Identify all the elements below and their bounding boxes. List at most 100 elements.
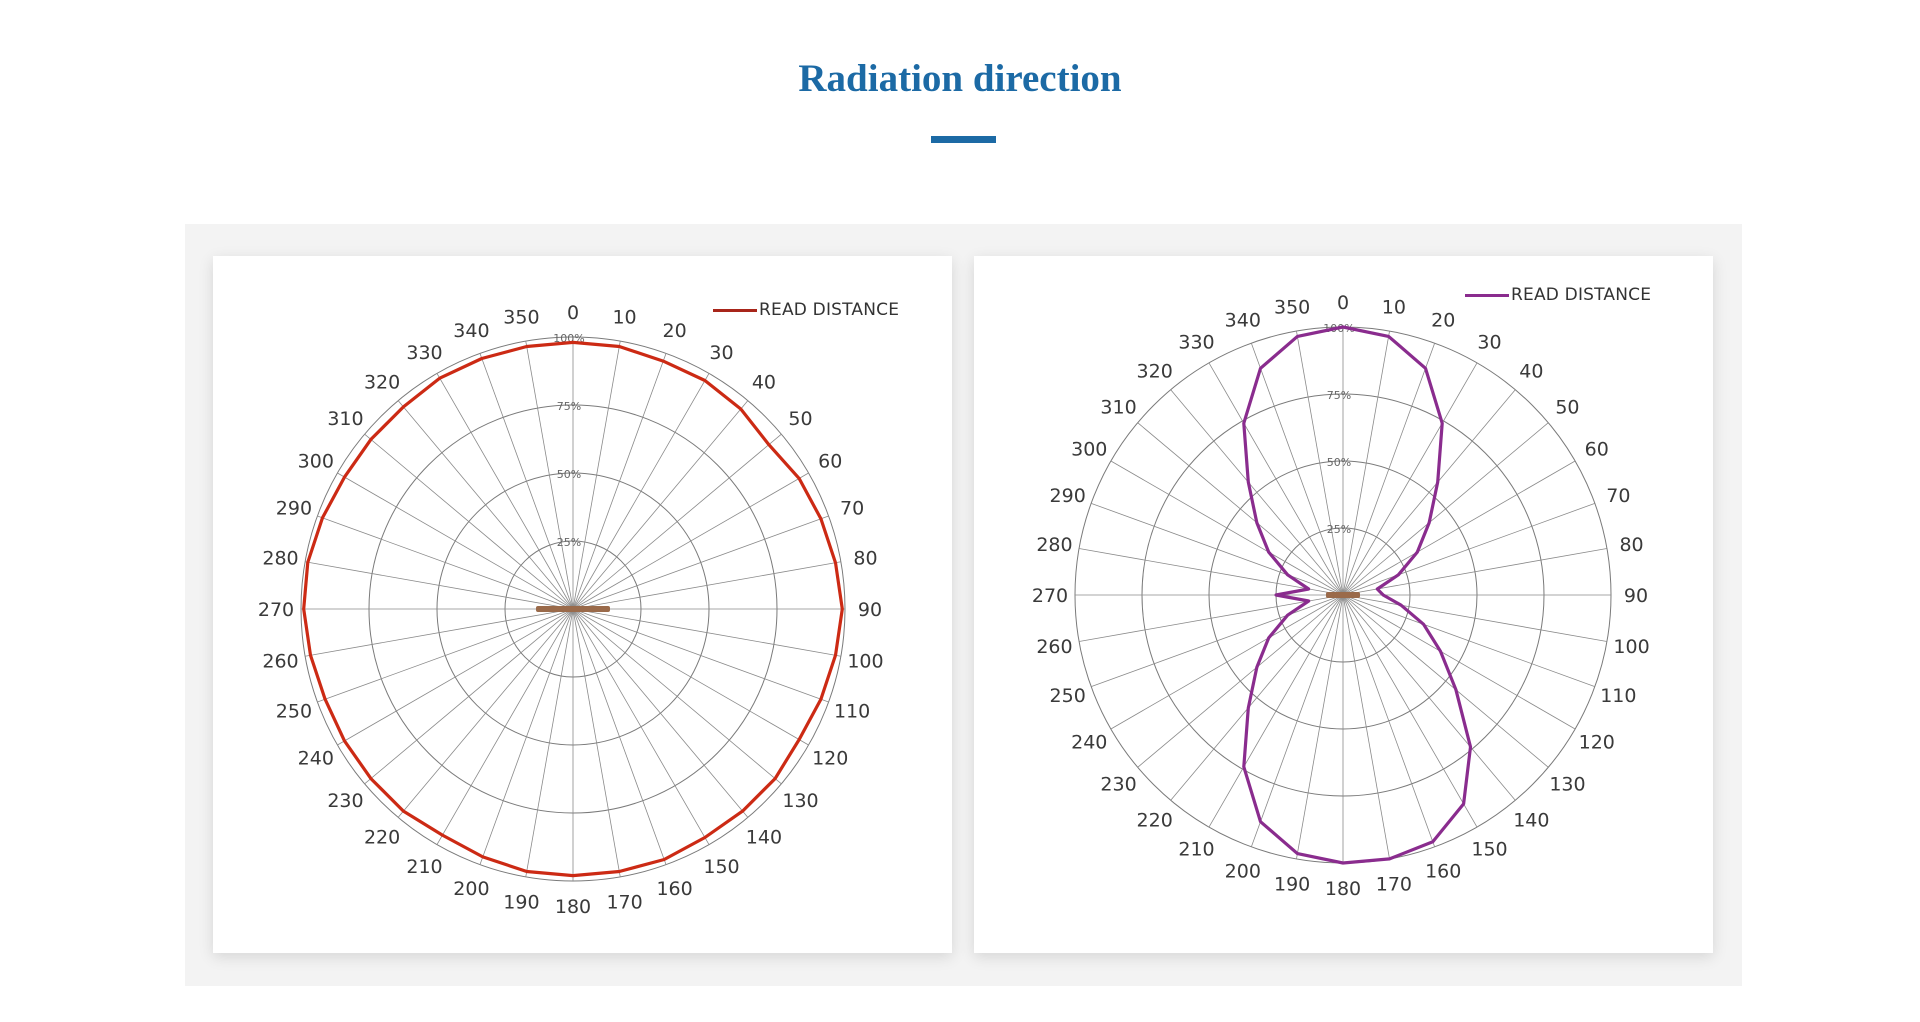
series-points bbox=[303, 341, 843, 877]
data-point bbox=[1400, 604, 1402, 606]
data-point bbox=[1428, 522, 1430, 524]
data-point bbox=[663, 858, 665, 860]
angle-tick-label: 350 bbox=[1274, 296, 1310, 318]
angle-tick-label: 220 bbox=[1137, 809, 1173, 831]
legend-left: READ DISTANCE bbox=[713, 300, 899, 320]
angle-tick-label: 170 bbox=[606, 891, 642, 913]
chart-card-left: 0 10 20 30 40 50 60 70 80 90 100 110 120 130 140 150 160… bbox=[213, 256, 952, 953]
data-point bbox=[798, 739, 800, 741]
data-point bbox=[303, 608, 305, 610]
data-point bbox=[820, 518, 822, 520]
data-point bbox=[309, 654, 311, 656]
grid-spoke bbox=[572, 400, 749, 610]
grid-spoke bbox=[1342, 422, 1549, 596]
data-point bbox=[1432, 841, 1434, 843]
grid-spoke bbox=[1208, 594, 1344, 828]
grid-spoke bbox=[572, 433, 782, 610]
data-point bbox=[572, 875, 574, 877]
ring-tick-label: 25% bbox=[557, 536, 581, 549]
angle-tick-label: 280 bbox=[262, 547, 298, 569]
angle-tick-label: 180 bbox=[555, 896, 591, 918]
grid-spoke bbox=[436, 608, 574, 845]
angle-tick-label: 20 bbox=[1431, 310, 1455, 332]
grid-spoke bbox=[305, 561, 574, 610]
grid-spoke bbox=[1342, 594, 1607, 642]
grid-spoke bbox=[1250, 343, 1344, 596]
data-point bbox=[344, 476, 346, 478]
angle-tick-label: 140 bbox=[746, 827, 782, 849]
data-point bbox=[322, 517, 324, 519]
angle-tick-label: 230 bbox=[327, 790, 363, 812]
angle-tick-label: 100 bbox=[1613, 636, 1649, 658]
angle-tick-label: 200 bbox=[1225, 860, 1261, 882]
ring-tick-label: 50% bbox=[1327, 456, 1351, 469]
ring-tick-label: 75% bbox=[1327, 389, 1351, 402]
data-point bbox=[1389, 858, 1391, 860]
grid-spoke bbox=[572, 472, 809, 610]
data-point bbox=[1376, 588, 1378, 590]
angle-tick-label: 290 bbox=[276, 497, 312, 519]
angle-tick-label: 90 bbox=[858, 599, 882, 621]
grid-spoke bbox=[572, 608, 667, 865]
grid-spoke bbox=[572, 373, 710, 610]
grid-spoke bbox=[1342, 389, 1516, 596]
angle-tick-label: 80 bbox=[853, 547, 877, 569]
angle-tick-label: 110 bbox=[834, 701, 870, 723]
data-point bbox=[439, 377, 441, 379]
data-point bbox=[1437, 481, 1439, 483]
charts-panel: 0 10 20 30 40 50 60 70 80 90 100 110 120 130 140 150 160… bbox=[185, 224, 1742, 986]
angle-tick-label: 60 bbox=[1585, 439, 1609, 461]
grid-spoke bbox=[572, 341, 621, 610]
data-point bbox=[1268, 551, 1270, 553]
data-point bbox=[618, 871, 620, 873]
angle-tick-label: 310 bbox=[327, 408, 363, 430]
angle-tick-label: 60 bbox=[818, 451, 842, 473]
grid-spoke bbox=[1342, 594, 1436, 847]
data-point bbox=[1247, 707, 1249, 709]
data-point bbox=[1256, 522, 1258, 524]
grid-spoke bbox=[1342, 594, 1390, 859]
angle-tick-label: 50 bbox=[1555, 397, 1579, 419]
grid-spoke bbox=[1137, 594, 1344, 768]
grid-spoke bbox=[1079, 548, 1344, 596]
grid-spoke bbox=[1342, 343, 1436, 596]
data-point bbox=[1308, 600, 1310, 602]
grid-spoke bbox=[1342, 502, 1595, 596]
grid-spoke bbox=[1342, 594, 1478, 828]
angle-tick-label: 40 bbox=[1519, 361, 1543, 383]
data-point bbox=[1342, 326, 1344, 328]
data-point bbox=[1308, 588, 1310, 590]
data-point bbox=[820, 698, 822, 700]
angle-tick-label: 140 bbox=[1513, 809, 1549, 831]
data-point bbox=[1463, 803, 1465, 805]
angle-tick-label: 150 bbox=[1471, 839, 1507, 861]
data-point bbox=[482, 856, 484, 858]
series-points bbox=[1243, 326, 1471, 864]
data-point bbox=[344, 740, 346, 742]
data-point bbox=[402, 810, 404, 812]
legend-swatch bbox=[1465, 293, 1509, 297]
grid-spoke bbox=[572, 515, 829, 610]
angle-tick-label: 350 bbox=[503, 307, 539, 329]
data-point bbox=[1388, 335, 1390, 337]
angle-tick-label: 300 bbox=[298, 451, 334, 473]
angle-tick-label: 120 bbox=[1579, 732, 1615, 754]
grid-spoke bbox=[305, 608, 574, 657]
data-point bbox=[1423, 623, 1425, 625]
data-point bbox=[1469, 746, 1471, 748]
grid-spoke bbox=[436, 373, 574, 610]
data-point bbox=[370, 778, 372, 780]
data-point bbox=[441, 834, 443, 836]
angle-tick-label: 190 bbox=[503, 891, 539, 913]
antenna-marker bbox=[536, 606, 610, 612]
angle-tick-label: 260 bbox=[1036, 636, 1072, 658]
angle-tick-label: 10 bbox=[1382, 296, 1406, 318]
data-point bbox=[662, 360, 664, 362]
data-point bbox=[402, 406, 404, 408]
ring-labels: 25%50%75%100% bbox=[1323, 322, 1354, 536]
ring-labels: 25%50%75%100% bbox=[553, 332, 584, 549]
angle-tick-label: 130 bbox=[782, 790, 818, 812]
data-point bbox=[1342, 862, 1344, 864]
